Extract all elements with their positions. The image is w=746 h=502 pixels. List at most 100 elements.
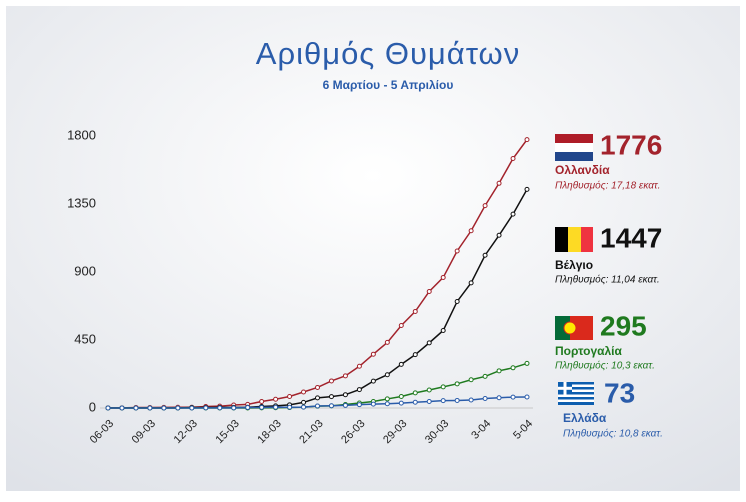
point xyxy=(287,404,293,410)
chart-title: Αριθμός Θυμάτων xyxy=(256,36,520,71)
point xyxy=(119,405,125,411)
point xyxy=(468,397,474,403)
population-note: Πληθυσμός: 17,18 εκατ. xyxy=(555,180,660,192)
chart-subtitle: 6 Μαρτίου - 5 Απριλίου xyxy=(323,78,454,92)
point xyxy=(482,252,488,258)
point xyxy=(398,361,404,367)
population-note: Πληθυσμός: 10,8 εκατ. xyxy=(563,428,663,440)
legend-label: Ελλάδα xyxy=(563,411,607,425)
point xyxy=(524,186,530,192)
point xyxy=(105,405,111,411)
point xyxy=(245,405,251,411)
point xyxy=(440,327,446,333)
point xyxy=(468,228,474,234)
point xyxy=(524,137,530,143)
point xyxy=(454,248,460,254)
point xyxy=(259,404,265,410)
point xyxy=(468,377,474,383)
point xyxy=(482,395,488,401)
point xyxy=(510,156,516,162)
point xyxy=(384,401,390,407)
y-tick-label: 0 xyxy=(89,399,96,414)
point xyxy=(356,402,362,408)
point xyxy=(203,405,209,411)
flag-belgium xyxy=(555,227,593,252)
point xyxy=(342,373,348,379)
point xyxy=(259,399,265,405)
point xyxy=(315,403,320,409)
point xyxy=(426,399,432,405)
point xyxy=(287,394,293,400)
value-label: 73 xyxy=(604,377,635,408)
point xyxy=(161,405,167,411)
point xyxy=(328,403,334,409)
point xyxy=(440,274,446,280)
point xyxy=(468,280,474,286)
point xyxy=(217,405,223,411)
point xyxy=(412,399,418,405)
point xyxy=(231,405,237,411)
point xyxy=(384,396,390,402)
point xyxy=(426,340,432,346)
y-tick-label: 1800 xyxy=(67,127,96,142)
point xyxy=(496,395,502,401)
point xyxy=(273,396,279,402)
point xyxy=(398,394,404,400)
flag-greece xyxy=(558,382,594,405)
flag-portugal xyxy=(555,316,593,340)
point xyxy=(454,381,460,387)
point xyxy=(412,308,418,314)
point xyxy=(189,405,195,411)
population-note: Πληθυσμός: 10,3 εκατ. xyxy=(555,360,655,372)
point xyxy=(412,352,418,358)
value-label: 1447 xyxy=(600,222,662,253)
point xyxy=(370,378,376,384)
point xyxy=(510,365,516,371)
point xyxy=(315,395,320,401)
point xyxy=(370,351,376,357)
point xyxy=(175,405,181,411)
point xyxy=(315,384,320,390)
point xyxy=(370,401,376,407)
legend-label: Βέλγιο xyxy=(555,258,593,272)
point xyxy=(524,360,530,366)
population-note: Πληθυσμός: 11,04 εκατ. xyxy=(555,274,660,286)
point xyxy=(301,404,307,410)
point xyxy=(496,232,502,238)
point xyxy=(412,390,418,396)
flag-netherlands xyxy=(555,134,593,161)
legend-label: Ολλανδία xyxy=(555,163,610,177)
point xyxy=(384,339,390,345)
value-label: 295 xyxy=(600,310,647,341)
point xyxy=(496,180,502,186)
point xyxy=(510,211,516,217)
point xyxy=(328,378,334,384)
point xyxy=(426,288,432,294)
point xyxy=(133,405,139,411)
y-tick-label: 450 xyxy=(74,331,96,346)
point xyxy=(398,322,404,328)
point xyxy=(454,298,460,304)
background xyxy=(6,6,740,491)
point xyxy=(482,203,488,209)
point xyxy=(356,387,362,393)
point xyxy=(454,397,460,403)
point xyxy=(147,405,153,411)
point xyxy=(398,400,404,406)
point xyxy=(384,372,390,378)
y-tick-label: 900 xyxy=(74,263,96,278)
point xyxy=(328,394,334,400)
point xyxy=(524,394,530,400)
point xyxy=(301,389,307,395)
legend-label: Πορτογαλία xyxy=(555,344,622,358)
point xyxy=(482,373,488,379)
point xyxy=(342,402,348,408)
point xyxy=(356,363,362,369)
point xyxy=(440,398,446,404)
value-label: 1776 xyxy=(600,129,662,160)
point xyxy=(510,394,516,400)
point xyxy=(342,392,348,398)
point xyxy=(301,399,307,405)
y-tick-label: 1350 xyxy=(67,195,96,210)
